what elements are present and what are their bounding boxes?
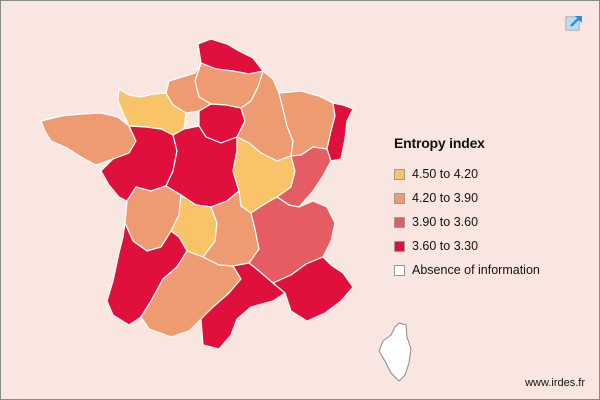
legend: Entropy index 4.50 to 4.20 4.20 to 3.90 … bbox=[394, 135, 540, 282]
legend-item-label: 3.60 to 3.30 bbox=[412, 239, 479, 253]
region-franche-comte[interactable] bbox=[276, 146, 332, 208]
region-languedoc-roussillon[interactable] bbox=[200, 262, 286, 350]
legend-swatch bbox=[394, 192, 405, 204]
legend-item: 3.60 to 3.30 bbox=[394, 234, 540, 258]
legend-item-label: 4.20 to 3.90 bbox=[412, 191, 479, 205]
legend-swatch bbox=[394, 240, 405, 252]
legend-title: Entropy index bbox=[394, 135, 485, 151]
legend-item: 4.50 to 4.20 bbox=[394, 162, 540, 186]
expand-icon[interactable] bbox=[565, 14, 585, 32]
legend-item: Absence of information bbox=[394, 258, 540, 282]
region-rhone-alpes[interactable] bbox=[248, 196, 336, 284]
legend-item: 3.90 to 3.60 bbox=[394, 210, 540, 234]
region-corse[interactable] bbox=[378, 322, 412, 382]
legend-item-label: 4.50 to 4.20 bbox=[412, 167, 479, 181]
region-alsace[interactable] bbox=[326, 102, 354, 162]
legend-swatch bbox=[394, 168, 405, 180]
legend-item-label: 3.90 to 3.60 bbox=[412, 215, 479, 229]
legend-item-label: Absence of information bbox=[412, 263, 540, 277]
region-midi-pyrenees[interactable] bbox=[140, 250, 242, 338]
legend-swatch bbox=[394, 264, 405, 276]
source-credit: www.irdes.fr bbox=[525, 377, 585, 389]
legend-swatch bbox=[394, 216, 405, 228]
region-provence-alpes-cote-dazur[interactable] bbox=[272, 256, 354, 322]
legend-item: 4.20 to 3.90 bbox=[394, 186, 540, 210]
